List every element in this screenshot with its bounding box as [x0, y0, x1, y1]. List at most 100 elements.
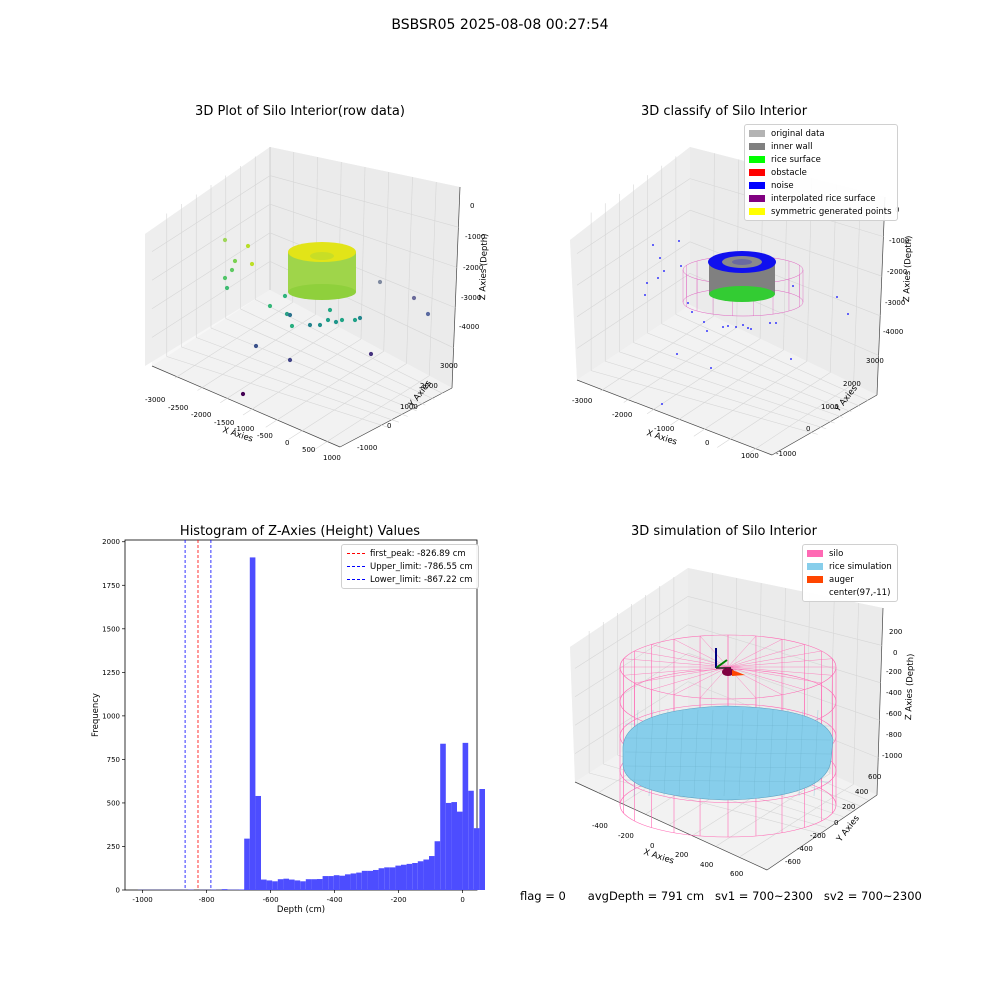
data-point	[253, 343, 259, 349]
histogram-x-tick-label: -400	[327, 896, 343, 904]
p4-xtick: -400	[592, 822, 608, 830]
panel2-title: 3D classify of Silo Interior	[640, 104, 808, 119]
histogram-y-tick-label: 2000	[102, 538, 120, 546]
noise-point	[657, 277, 659, 279]
noise-point	[687, 302, 689, 304]
p4-ztick: -800	[886, 731, 902, 739]
silo-spoke	[727, 650, 822, 668]
histogram-x-tick-label: -600	[263, 896, 279, 904]
p4-ytick: 400	[855, 788, 869, 796]
noise-point	[710, 367, 712, 369]
grid-line	[428, 181, 437, 376]
panel2-3d-plot[interactable]	[565, 140, 915, 470]
data-point	[333, 319, 339, 325]
histogram-bars	[137, 557, 485, 890]
p4-ztick: -1000	[882, 752, 903, 760]
p2-ytick: 0	[806, 425, 811, 433]
panel1-title: 3D Plot of Silo Interior(row data)	[195, 104, 405, 119]
p1-xtick: 1000	[323, 454, 341, 462]
legend-item-center: center(97,-11)	[829, 587, 891, 598]
p4-ytick: -600	[785, 858, 801, 866]
histogram-bar	[283, 878, 289, 890]
p1-ztick: -4000	[459, 323, 480, 331]
legend-item-interpolated: interpolated rice surface	[749, 192, 892, 205]
histogram-bar	[311, 879, 317, 890]
p2-ztick: -3000	[885, 299, 906, 307]
histogram-bar	[412, 863, 418, 890]
rice-mesh	[678, 709, 684, 797]
rice-cylinder-hole	[310, 252, 334, 260]
p1-ztick: -3000	[461, 294, 482, 302]
grid-line	[605, 360, 827, 430]
grid-line	[589, 772, 818, 834]
histogram-bar	[445, 802, 452, 890]
noise-point	[680, 265, 682, 267]
panel4-3d-plot[interactable]	[565, 560, 915, 880]
status-line: flag = 0 avgDepth = 791 cm sv1 = 700~230…	[520, 889, 922, 903]
data-point	[287, 312, 293, 318]
grid-line	[360, 166, 366, 340]
grid-line	[591, 370, 818, 435]
grid-line	[406, 176, 413, 364]
silo-spoke	[623, 666, 729, 676]
histogram-y-tick-label: 750	[107, 756, 120, 764]
histogram-xlabel: Depth (cm)	[277, 905, 325, 915]
histogram-bar	[395, 865, 401, 890]
histogram-bar	[451, 802, 457, 890]
p4-ytick: -400	[797, 845, 813, 853]
grid-line	[151, 175, 271, 252]
p2-ztick: -2000	[887, 268, 908, 276]
legend-item-symmetric: symmetric generated points	[749, 205, 892, 218]
silo-spoke	[673, 639, 729, 668]
grid-line	[853, 602, 859, 785]
p4-ytick: 600	[868, 773, 882, 781]
noise-point	[847, 313, 849, 315]
histogram-bar	[272, 881, 278, 890]
p1-xtick: 500	[302, 446, 316, 454]
histogram-bar	[378, 868, 385, 890]
data-point	[327, 307, 333, 313]
panel1-box	[145, 147, 461, 448]
auger-axis-y	[715, 659, 728, 669]
grid-line	[196, 337, 408, 417]
rice-surface-bottom	[709, 286, 775, 302]
legend-item-inner-wall: inner wall	[749, 140, 892, 153]
histogram-bar	[238, 889, 245, 890]
panel4-auger	[715, 648, 745, 676]
rice-mesh	[768, 709, 774, 797]
histogram-bar	[457, 811, 463, 890]
data-point	[325, 317, 331, 323]
rice-mesh	[633, 709, 639, 797]
noise-point	[663, 270, 665, 272]
grid-line	[269, 175, 459, 228]
histogram-bar	[350, 873, 357, 890]
p4-ztick: -600	[886, 710, 902, 718]
histogram-bar	[261, 879, 267, 890]
grid-line	[220, 326, 339, 404]
panel2-classified-cylinder	[682, 251, 804, 317]
p2-xtick: -2000	[612, 411, 633, 419]
data-point	[289, 323, 295, 329]
p1-xtick: -1000	[234, 425, 255, 433]
histogram-plot[interactable]: -1000 -800 -600 -400 -200 0 0 250 500 750 1000 1250…	[80, 535, 500, 925]
grid-line	[151, 261, 271, 338]
rice-mesh	[624, 737, 832, 741]
p2-xtick: 0	[705, 439, 710, 447]
data-point	[222, 275, 228, 281]
grid-line	[311, 375, 430, 453]
noise-point	[691, 311, 693, 313]
histogram-bar	[462, 742, 469, 890]
p4-ztick: 0	[893, 649, 898, 657]
grid-line	[734, 577, 738, 732]
p2-ytick: -1000	[776, 450, 797, 458]
histogram-bar	[356, 872, 362, 890]
legend-item-first-peak: first_peak: -826.89 cm	[347, 547, 473, 560]
p4-xtick: 200	[675, 851, 689, 859]
noise-point	[792, 285, 794, 287]
histogram-ticks: -1000 -800 -600 -400 -200 0 0 250 500 750 1000 1250…	[102, 538, 465, 904]
grid-line	[151, 203, 271, 281]
histogram-bar	[473, 828, 480, 890]
panel1-3d-plot[interactable]	[140, 140, 490, 470]
p4-xtick: -200	[618, 832, 634, 840]
histogram-bar	[328, 876, 334, 890]
